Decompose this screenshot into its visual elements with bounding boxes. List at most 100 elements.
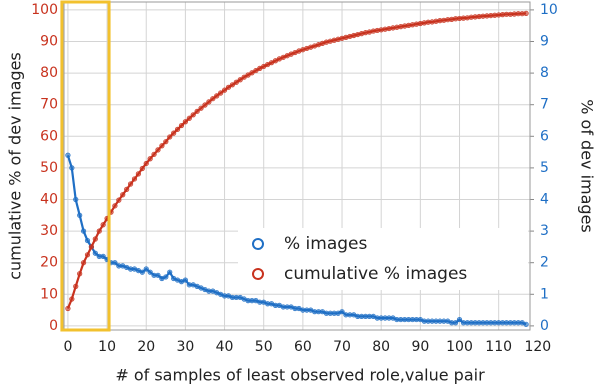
point (167, 134, 173, 140)
y2-axis-label: % of dev images (578, 99, 597, 233)
y-tick-label: 60 (40, 128, 58, 144)
point (112, 203, 118, 209)
point (237, 77, 243, 83)
x-tick-label: 60 (294, 339, 312, 355)
y-tick-label: 20 (40, 255, 58, 271)
point (218, 90, 224, 96)
point (77, 212, 83, 218)
point (241, 74, 247, 80)
x-tick-label: 120 (524, 339, 551, 355)
point (206, 99, 212, 105)
point (92, 236, 98, 242)
point (120, 192, 126, 198)
y2-tick-label: 4 (540, 191, 549, 207)
point (210, 96, 216, 102)
point (339, 309, 345, 315)
point (112, 260, 118, 266)
point (124, 186, 130, 192)
point (155, 272, 161, 278)
point (253, 67, 259, 74)
point (139, 165, 145, 172)
y-tick-label: 10 (40, 286, 58, 302)
legend-marker (252, 268, 264, 280)
point (69, 296, 75, 302)
point (77, 271, 83, 277)
point (221, 87, 228, 93)
plot-frame (63, 1, 531, 331)
y2-tick-label: 2 (540, 255, 549, 271)
point (80, 228, 87, 234)
y-tick-label: 80 (40, 65, 58, 81)
x-tick-label: 70 (333, 339, 351, 355)
point (147, 156, 153, 162)
point (178, 122, 185, 129)
highlight-box (60, 0, 111, 332)
point (167, 269, 173, 275)
point (159, 143, 165, 149)
y-tick-label: 0 (49, 318, 58, 334)
point (69, 165, 75, 171)
point (73, 283, 79, 289)
point (171, 130, 177, 136)
x-tick-label: 20 (137, 339, 155, 355)
point (249, 70, 255, 76)
point (100, 222, 106, 228)
y2-tick-label: 0 (540, 318, 549, 334)
point (174, 126, 181, 132)
point (229, 82, 235, 88)
y-tick-label: 90 (40, 33, 58, 49)
x-axis-label: # of samples of least observed role,valu… (115, 366, 485, 385)
point (233, 79, 239, 85)
point (135, 171, 142, 177)
point (100, 253, 106, 259)
point (202, 102, 208, 108)
x-tick-label: 0 (63, 339, 72, 355)
point (182, 119, 188, 125)
x-tick-label: 90 (411, 339, 429, 355)
point (80, 260, 87, 266)
x-tick-label: 100 (446, 339, 473, 355)
y2-tick-label: 6 (540, 128, 549, 144)
legend-label: % images (284, 234, 368, 254)
x-tick-label: 110 (485, 339, 512, 355)
point (523, 321, 529, 327)
y2-tick-label: 5 (540, 160, 549, 176)
point (139, 269, 145, 275)
point (182, 277, 188, 283)
legend-marker (252, 238, 264, 250)
legend-label: cumulative % images (284, 264, 467, 284)
point (163, 274, 169, 280)
point (143, 160, 149, 167)
point (127, 181, 134, 187)
point (92, 250, 98, 256)
point (214, 93, 220, 99)
point (452, 320, 459, 326)
point (245, 72, 251, 78)
y-tick-label: 50 (40, 160, 58, 176)
point (194, 108, 200, 114)
point (456, 316, 463, 323)
point (73, 196, 79, 203)
x-tick-label: 40 (216, 339, 234, 355)
y2-tick-label: 9 (540, 33, 549, 49)
y2-tick-label: 10 (540, 2, 558, 18)
y-axis-label: cumulative % of dev images (6, 52, 25, 280)
point (198, 105, 204, 111)
y2-tick-label: 3 (540, 223, 549, 239)
y-tick-label: 100 (31, 2, 58, 18)
point (147, 269, 153, 275)
point (65, 152, 71, 158)
point (186, 115, 192, 121)
x-tick-label: 50 (255, 339, 273, 355)
y-tick-label: 30 (40, 223, 58, 239)
y2-tick-label: 7 (540, 97, 549, 113)
y2-tick-label: 8 (540, 65, 549, 81)
y-tick-label: 70 (40, 97, 58, 113)
point (163, 139, 169, 145)
x-tick-label: 30 (176, 339, 194, 355)
point (151, 151, 157, 157)
x-tick-label: 80 (372, 339, 390, 355)
legend-box (238, 228, 528, 290)
y2-tick-label: 1 (540, 286, 549, 302)
